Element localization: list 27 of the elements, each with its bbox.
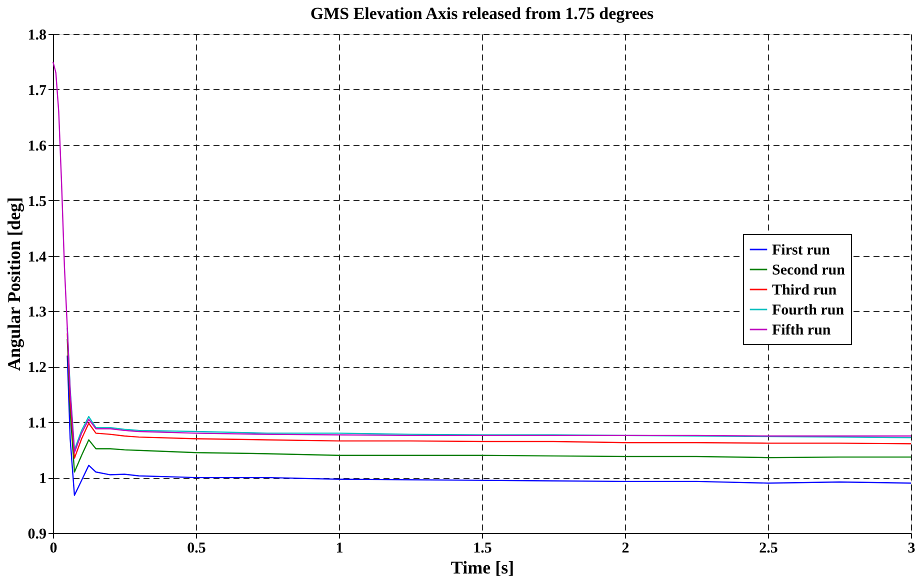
x-tick-label: 2.5 (759, 540, 778, 556)
legend-label: Fourth run (772, 302, 845, 318)
line-series (52, 61, 912, 454)
x-tick-label: 0 (50, 540, 58, 556)
legend-label: Third run (772, 282, 838, 298)
y-tick-label: 1.3 (28, 304, 46, 321)
y-tick-label: 1.7 (28, 82, 47, 99)
chart-title: GMS Elevation Axis released from 1.75 degrees (310, 4, 654, 23)
legend-label: Second run (772, 262, 846, 278)
x-tick-label: 1.5 (473, 540, 492, 556)
y-tick-label: 1 (39, 471, 46, 488)
line-series (66, 354, 912, 496)
legend-label: Fifth run (772, 322, 832, 338)
x-tick-label: 1 (336, 540, 344, 556)
x-tick-label: 2 (622, 540, 630, 556)
y-tick-label: 1.6 (28, 138, 47, 154)
y-axis-title: Angular Position [deg] (4, 197, 24, 371)
x-tick-label: 0.5 (187, 540, 206, 556)
y-tick-label: 1.2 (28, 360, 46, 376)
legend-label: First run (772, 242, 831, 258)
y-tick-label: 1.8 (28, 28, 46, 44)
y-tick-label: 1.5 (28, 194, 46, 210)
x-tick-label: 3 (908, 540, 916, 556)
x-axis-title: Time [s] (450, 558, 514, 578)
y-tick-label: 1.1 (28, 416, 46, 432)
y-tick-label: 0.9 (28, 526, 46, 542)
y-tick-label: 1.4 (28, 249, 47, 266)
